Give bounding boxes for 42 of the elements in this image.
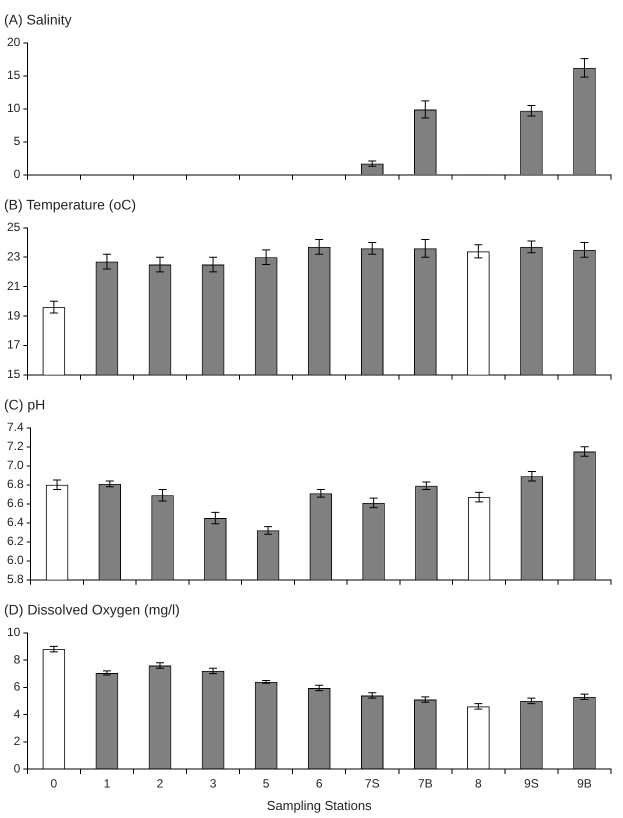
y-tick-label: 0 (14, 167, 21, 182)
y-tick-label: 17 (6, 338, 21, 352)
y-tick-label: 7.0 (6, 458, 24, 472)
y-tick-label: 10 (6, 625, 21, 640)
chart-title: (B) Temperature (oC) (4, 196, 136, 212)
x-tick-label: 7S (364, 776, 380, 791)
x-tick-label: 2 (156, 776, 164, 791)
y-tick-label: 2 (14, 734, 21, 748)
y-tick-label: 10 (6, 101, 21, 116)
x-tick-label: 9B (577, 776, 592, 791)
y-tick-label: 6.6 (6, 496, 24, 510)
y-tick-label: 7.2 (6, 439, 24, 454)
y-tick-label: 7.4 (6, 420, 24, 434)
x-axis-title: Sampling Stations (266, 798, 372, 813)
y-tick-label: 21 (6, 278, 21, 293)
x-tick-label: 1 (104, 776, 111, 791)
y-tick-label: 20 (6, 35, 21, 50)
y-tick-label: 5 (14, 134, 21, 148)
x-tick-label: 9S (524, 776, 539, 791)
chart-title: (A) Salinity (4, 11, 72, 28)
x-tick-label: 5 (262, 776, 270, 791)
y-tick-label: 25 (6, 220, 21, 234)
chart-title: (D) Dissolved Oxygen (mg/l) (4, 601, 180, 618)
y-tick-label: 6.2 (6, 534, 24, 548)
x-tick-label: 0 (50, 776, 58, 791)
chart-title: (C) pH (4, 396, 46, 412)
y-tick-label: 0 (14, 761, 21, 776)
x-tick-label: 6 (316, 776, 323, 791)
y-tick-label: 15 (6, 68, 21, 82)
y-tick-label: 6.8 (6, 477, 24, 492)
x-tick-label: 7B (418, 776, 433, 791)
y-tick-label: 5.8 (6, 572, 24, 586)
y-tick-label: 23 (6, 250, 21, 264)
y-tick-label: 6.0 (6, 553, 24, 568)
y-tick-label: 6.4 (6, 515, 24, 530)
x-tick-label: 8 (475, 776, 482, 791)
y-tick-label: 19 (6, 308, 21, 322)
y-tick-label: 8 (14, 652, 21, 666)
y-tick-label: 6 (14, 680, 21, 694)
y-tick-label: 4 (14, 706, 21, 721)
y-tick-label: 15 (6, 367, 21, 382)
x-tick-label: 3 (210, 776, 217, 791)
